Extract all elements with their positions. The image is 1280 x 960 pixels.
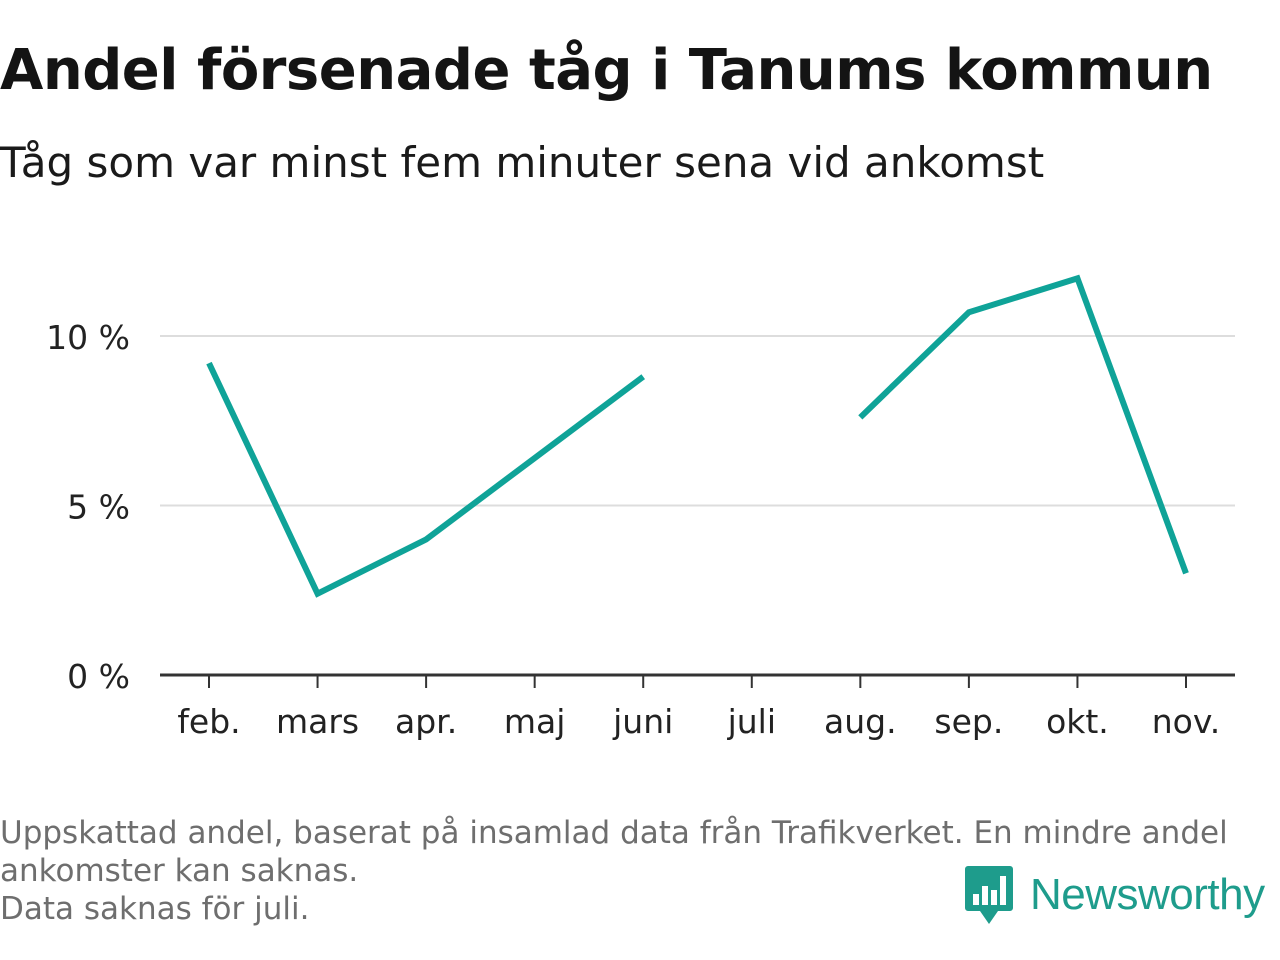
footnote-line: ankomster kan saknas.	[0, 853, 359, 889]
y-axis-ticks: 0 % 5 % 10 %	[46, 318, 130, 696]
x-tick-label: sep.	[934, 702, 1003, 741]
x-tick-label: mars	[276, 702, 359, 741]
y-tick-label: 0 %	[67, 657, 130, 696]
newsworthy-logo-icon	[965, 866, 1013, 924]
chart-title: Andel försenade tåg i Tanums kommun	[0, 38, 1213, 103]
x-tick-label: juli	[727, 702, 776, 741]
x-tick-label: apr.	[395, 702, 457, 741]
y-tick-label: 5 %	[67, 488, 130, 527]
footnote-line: Uppskattad andel, baserat på insamlad da…	[0, 815, 1228, 851]
footnote-line: Data saknas för juli.	[0, 891, 310, 927]
line-chart: 0 % 5 % 10 % feb. mars apr. maj juni juli aug. se…	[46, 274, 1235, 741]
series-line	[206, 361, 646, 598]
x-tick-label: juni	[612, 702, 673, 741]
series-lines	[206, 274, 1189, 598]
chart-subtitle: Tåg som var minst fem minuter sena vid a…	[0, 138, 1045, 187]
grid-lines	[160, 335, 1235, 507]
series-line	[858, 274, 1189, 575]
x-tick-label: maj	[504, 702, 566, 741]
brand-name: Newsworthy	[1030, 870, 1265, 919]
footnote: Uppskattad andel, baserat på insamlad da…	[0, 814, 1270, 928]
y-tick-label: 10 %	[46, 318, 130, 357]
x-tick-label: feb.	[177, 702, 240, 741]
x-tick-label: nov.	[1152, 702, 1221, 741]
x-axis-ticks: feb. mars apr. maj juni juli aug. sep. okt. nov.	[177, 675, 1220, 741]
brand-logo: Newsworthy	[964, 864, 1265, 926]
x-tick-label: okt.	[1046, 702, 1109, 741]
x-tick-label: aug.	[824, 702, 897, 741]
